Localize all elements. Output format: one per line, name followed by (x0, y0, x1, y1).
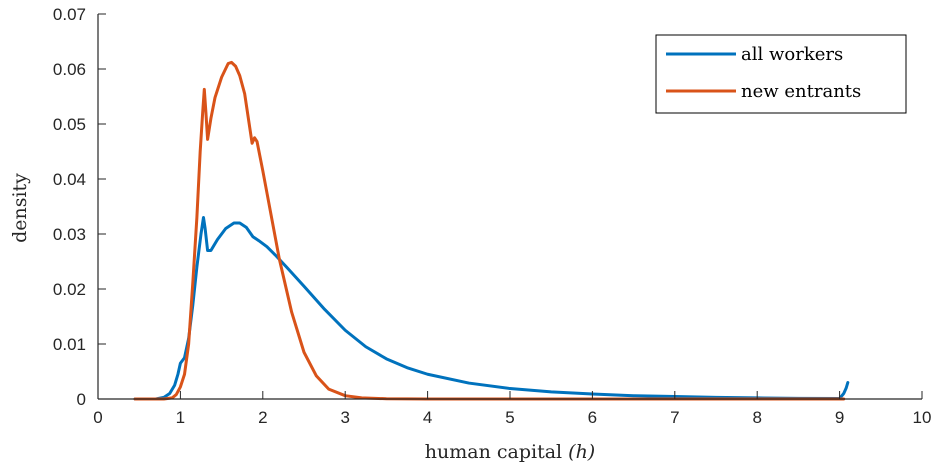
x-tick-label: 4 (423, 408, 432, 427)
legend-box (655, 34, 907, 114)
x-axis-label-var: (h) (568, 441, 595, 463)
legend-label-new-entrants: new entrants (741, 81, 861, 102)
legend-label-all-workers: all workers (741, 44, 843, 65)
series-line-all-workers (133, 216, 850, 401)
y-tick-label: 0.01 (53, 335, 86, 354)
legend: all workers new entrants (655, 34, 907, 114)
ticks-layer: 0 1 2 3 4 5 6 7 8 9 10 0 0.01 0.02 0.03 0.04 0.05 0.06 0.0… (53, 5, 932, 427)
y-tick-label: 0.03 (53, 225, 86, 244)
y-tick-label: 0.05 (53, 115, 86, 134)
x-axis-label-text: human capital (425, 441, 562, 463)
x-tick-label: 7 (670, 408, 679, 427)
x-tick-label: 2 (258, 408, 267, 427)
x-tick-label: 0 (93, 408, 102, 427)
x-tick-label: 5 (505, 408, 514, 427)
y-tick-label: 0.06 (53, 60, 86, 79)
x-tick-label: 8 (752, 408, 761, 427)
x-axis-label: human capital (h) (425, 441, 595, 463)
x-tick-label: 9 (835, 408, 844, 427)
x-tick-label: 10 (913, 408, 932, 427)
x-tick-label: 3 (340, 408, 349, 427)
y-tick-label: 0.04 (53, 170, 86, 189)
y-axis-label: density (9, 173, 31, 243)
x-tick-label: 6 (588, 408, 597, 427)
y-tick-label: 0 (77, 390, 86, 409)
x-tick-label: 1 (176, 408, 185, 427)
y-tick-label: 0.07 (53, 5, 86, 24)
y-tick-label: 0.02 (53, 280, 86, 299)
